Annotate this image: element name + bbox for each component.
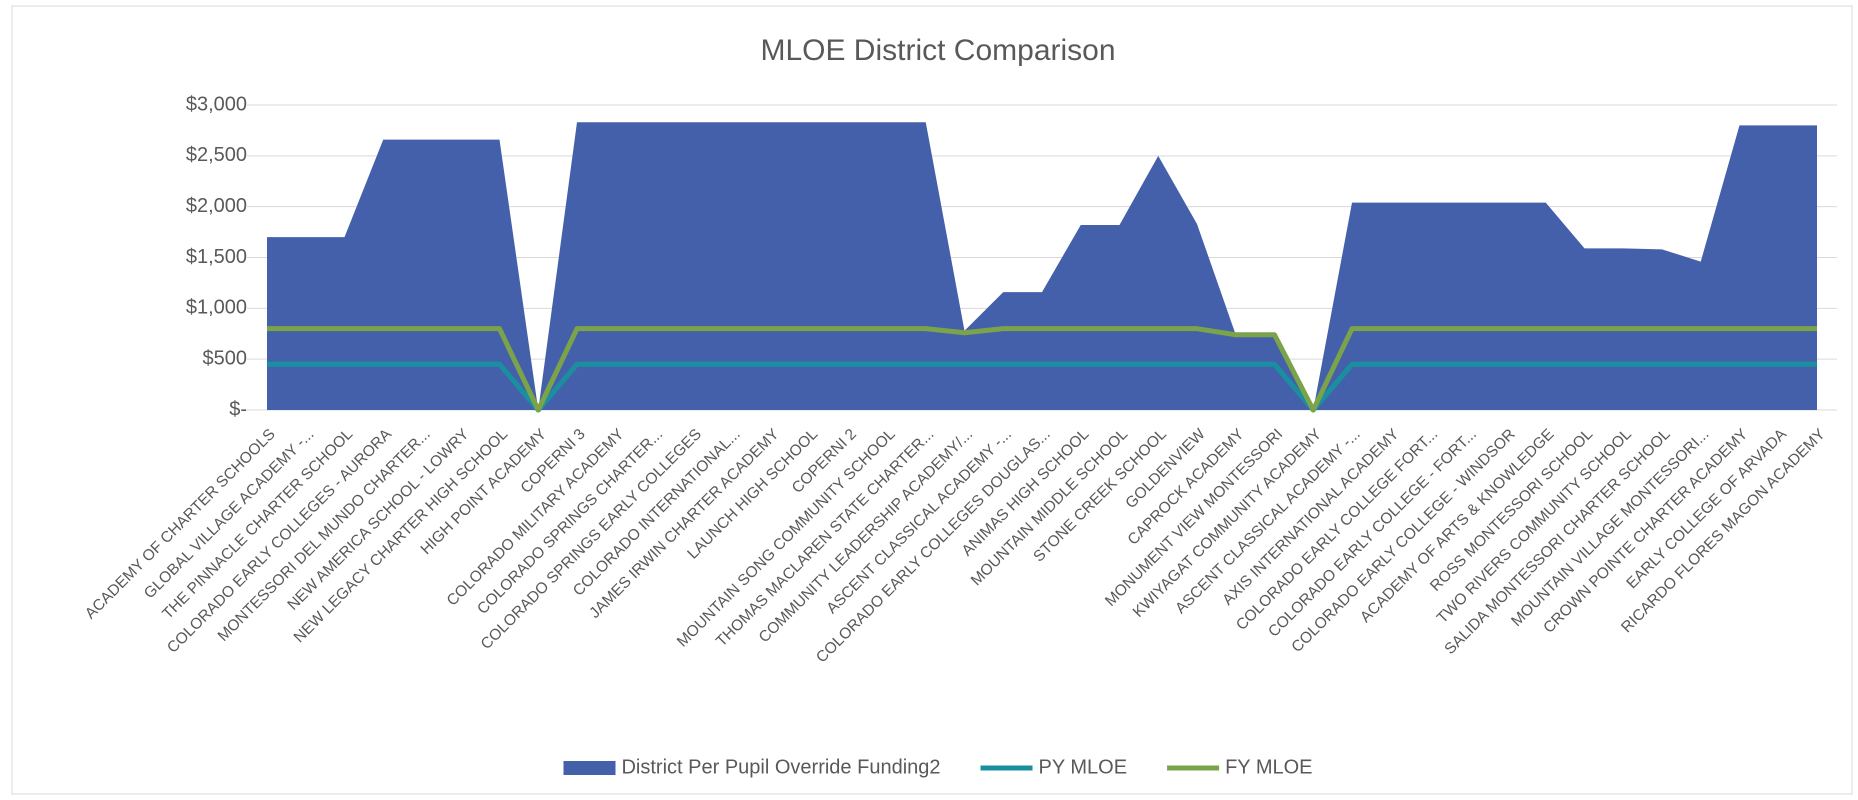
line — [267, 361, 1817, 413]
legend-label: PY MLOE — [1039, 756, 1128, 778]
y-tick-label: $2,500 — [186, 144, 247, 166]
chart-title: MLOE District Comparison — [760, 34, 1115, 67]
y-tick-label: $3,000 — [186, 93, 247, 115]
y-tick-label: $500 — [203, 347, 248, 369]
y-tick-label: $1,000 — [186, 297, 247, 319]
line — [267, 326, 1817, 413]
area — [267, 122, 1817, 411]
legend-label: District Per Pupil Override Funding2 — [621, 756, 940, 778]
y-tick-label: $2,000 — [186, 195, 247, 217]
legend: District Per Pupil Override Funding2 PY M… — [563, 756, 1313, 778]
y-tick-label: $1,500 — [186, 246, 247, 268]
y-tick-label: $- — [229, 398, 247, 420]
legend-label: FY MLOE — [1225, 756, 1312, 778]
legend-swatch — [563, 761, 616, 775]
